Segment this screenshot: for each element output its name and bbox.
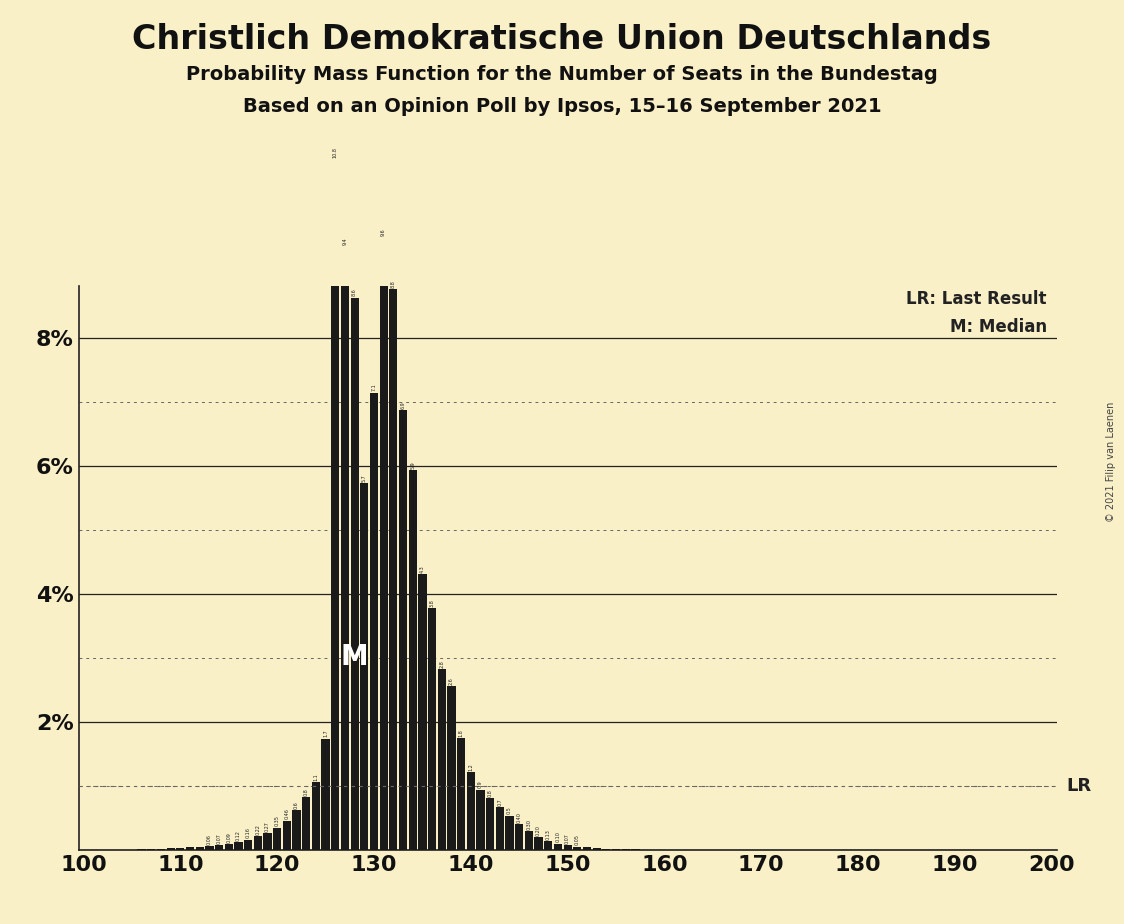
Text: 0.22: 0.22 [255,824,261,835]
Text: 5.7: 5.7 [362,474,366,482]
Bar [283,821,291,850]
Text: 0.46: 0.46 [284,808,289,820]
Bar [525,831,533,850]
Text: 7.1: 7.1 [371,383,377,392]
Bar [496,807,504,850]
Bar [466,772,475,850]
Bar [157,849,165,850]
Bar [244,840,252,850]
Text: 0.09: 0.09 [226,832,232,843]
Text: 0.6: 0.6 [294,801,299,809]
Bar [206,846,214,850]
Bar [351,298,359,850]
Text: 2.6: 2.6 [448,677,454,685]
Bar [263,833,272,850]
Text: Probability Mass Function for the Number of Seats in the Bundestag: Probability Mass Function for the Number… [187,65,937,84]
Text: 10.8: 10.8 [333,148,337,158]
Bar [389,289,398,850]
Bar [321,739,329,850]
Text: 1.1: 1.1 [314,772,318,781]
Bar [370,393,378,850]
Bar [166,848,174,850]
Bar [234,843,243,850]
Text: 0.7: 0.7 [497,798,502,806]
Text: 9.4: 9.4 [343,237,347,245]
Text: 6.9: 6.9 [400,401,406,408]
Text: 2.8: 2.8 [439,660,444,667]
Bar [573,846,581,850]
Text: 0.16: 0.16 [246,828,251,838]
Text: 1.2: 1.2 [469,763,473,772]
Bar [602,849,610,850]
Text: 5.9: 5.9 [410,461,415,469]
Text: © 2021 Filip van Laenen: © 2021 Filip van Laenen [1106,402,1116,522]
Text: Christlich Demokratische Union Deutschlands: Christlich Demokratische Union Deutschla… [133,23,991,56]
Text: 0.8: 0.8 [303,788,309,796]
Bar [486,798,495,850]
Bar [225,844,233,850]
Bar [409,470,417,850]
Text: 0.13: 0.13 [546,830,551,840]
Text: 0.35: 0.35 [274,816,280,826]
Bar [583,847,591,850]
Bar [611,849,620,850]
Text: Based on an Opinion Poll by Ipsos, 15–16 September 2021: Based on an Opinion Poll by Ipsos, 15–16… [243,97,881,116]
Text: 0.12: 0.12 [236,830,241,841]
Bar [311,782,320,850]
Text: 8.8: 8.8 [391,280,396,288]
Bar [418,574,426,850]
Text: 0.8: 0.8 [488,789,492,797]
Bar [477,790,484,850]
Bar [380,237,388,850]
Bar [437,669,446,850]
Bar [176,848,184,850]
Text: 9.6: 9.6 [381,228,387,236]
Text: 0.07: 0.07 [217,833,221,844]
Bar [428,608,436,850]
Bar [215,845,224,850]
Text: 1.8: 1.8 [459,729,463,736]
Text: 8.6: 8.6 [352,288,357,297]
Bar [360,483,369,850]
Text: 0.05: 0.05 [574,834,580,845]
Bar [592,848,601,850]
Bar [506,816,514,850]
Bar [196,847,203,850]
Text: 0.9: 0.9 [478,781,483,788]
Text: 0.30: 0.30 [526,819,532,830]
Text: 0.40: 0.40 [517,812,522,823]
Bar [254,836,262,850]
Text: M: M [341,643,369,671]
Bar [544,842,552,850]
Bar [341,246,350,850]
Bar [515,824,524,850]
Bar [292,810,300,850]
Bar [554,844,562,850]
Bar [399,410,407,850]
Text: 0.27: 0.27 [265,821,270,832]
Text: LR: Last Result: LR: Last Result [906,289,1046,308]
Text: 1.7: 1.7 [323,730,328,737]
Bar [457,738,465,850]
Text: 0.10: 0.10 [555,832,561,843]
Text: 0.07: 0.07 [565,833,570,844]
Text: M: Median: M: Median [950,319,1046,336]
Bar [447,687,455,850]
Text: 0.5: 0.5 [507,807,513,814]
Bar [185,847,194,850]
Text: 3.8: 3.8 [429,600,435,607]
Text: LR: LR [1067,777,1091,795]
Text: 0.06: 0.06 [207,834,212,845]
Bar [563,845,572,850]
Text: 0.20: 0.20 [536,825,541,836]
Text: 4.3: 4.3 [420,565,425,573]
Bar [302,797,310,850]
Bar [273,828,281,850]
Bar [534,837,543,850]
Bar [332,160,339,850]
